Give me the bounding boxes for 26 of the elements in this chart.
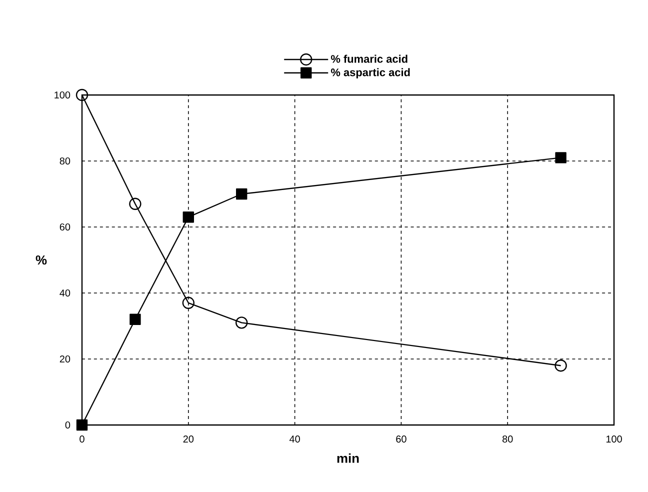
x-tick-label: 20 (183, 436, 194, 443)
y-tick-label: 100 (54, 91, 70, 99)
x-tick-label: 0 (80, 436, 84, 443)
point (76, 88, 88, 102)
x-tick-label: 40 (289, 436, 300, 443)
legend-label: % aspartic acid (330, 68, 410, 78)
point (182, 212, 194, 223)
point (554, 360, 567, 372)
point (129, 198, 142, 210)
legend-label: % fumaric acid (330, 54, 408, 63)
point (236, 188, 248, 200)
x-tick-label: 80 (502, 436, 513, 443)
y-tick-label: 60 (60, 223, 70, 231)
point (76, 419, 88, 431)
point (555, 152, 566, 164)
x-tick-label: 60 (396, 436, 406, 443)
x-tick-label: 100 (606, 436, 622, 443)
y-tick-label: 40 (60, 289, 70, 297)
point (130, 314, 141, 325)
x-axis-title: min (337, 453, 359, 463)
y-axis-title: % (36, 255, 47, 265)
point (236, 316, 248, 329)
y-tick-label: 20 (60, 355, 70, 363)
point (182, 296, 194, 309)
y-tick-label: 80 (60, 157, 70, 165)
y-tick-label: 0 (65, 421, 70, 429)
